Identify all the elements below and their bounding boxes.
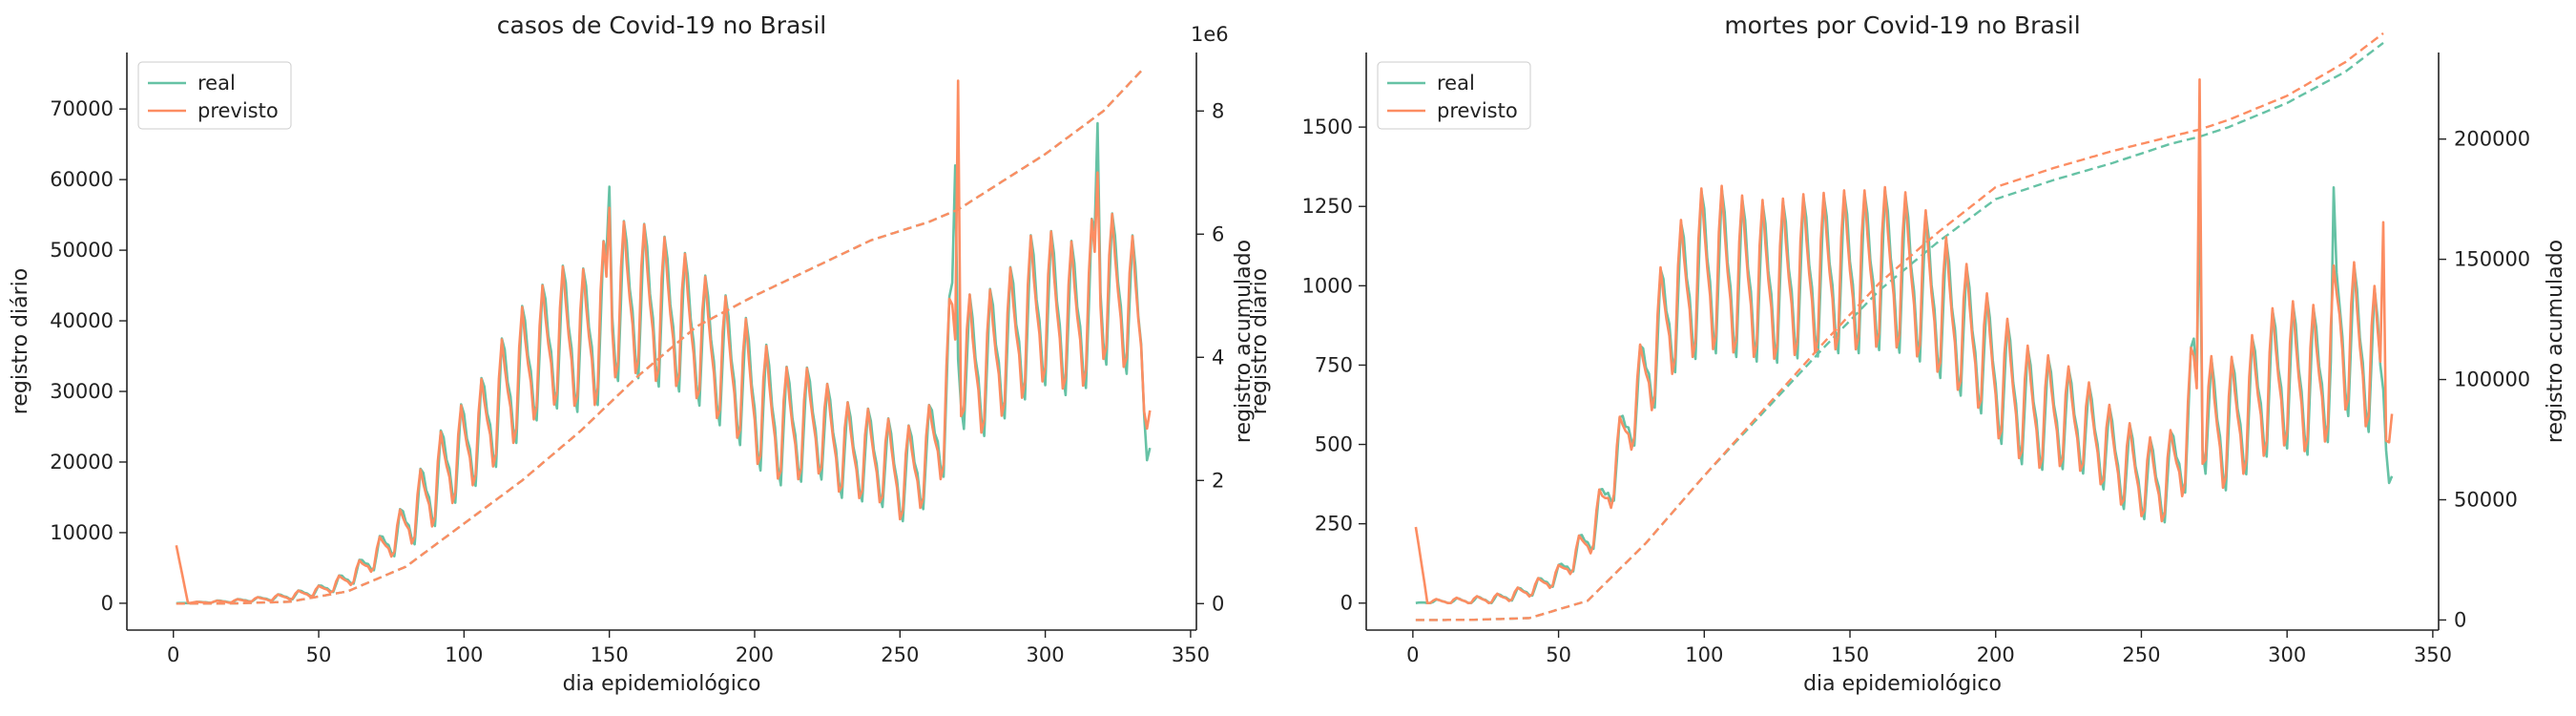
- series-line-previsto-daily: [175, 79, 1152, 604]
- x-tick-label: 350: [1172, 643, 1210, 666]
- x-tick-label: 200: [1977, 643, 2015, 666]
- y2-tick-label: 200000: [2454, 128, 2530, 151]
- y-tick-label: 40000: [50, 309, 114, 332]
- x-tick-label: 50: [1546, 643, 1571, 666]
- x-tick-label: 0: [1406, 643, 1419, 666]
- y-axis-label: registro diário: [9, 268, 32, 414]
- x-tick-label: 350: [2414, 643, 2452, 666]
- x-tick-label: 300: [2268, 643, 2306, 666]
- x-tick-label: 250: [881, 643, 919, 666]
- y2-tick-label: 2: [1212, 469, 1224, 492]
- x-tick-label: 150: [1831, 643, 1869, 666]
- chart-title: casos de Covid-19 no Brasil: [497, 11, 826, 39]
- series-line-previsto-cumulative: [176, 70, 1142, 605]
- chart-cases: casos de Covid-19 no Brasil dia epidemio…: [9, 11, 1256, 696]
- x-tick-label: 250: [2122, 643, 2160, 666]
- legend: real previsto: [137, 61, 292, 130]
- series-line-real-daily: [1415, 186, 2394, 605]
- series-line-real-daily: [176, 121, 1152, 605]
- y2-tick-label: 50000: [2454, 488, 2518, 511]
- x-tick-label: 200: [736, 643, 774, 666]
- chart-deaths: mortes por Covid-19 no Brasil dia epidem…: [1248, 11, 2567, 696]
- x-tick-label: 100: [1685, 643, 1723, 666]
- y2-tick-label: 8: [1212, 99, 1224, 122]
- series-line-previsto-cumulative: [1415, 32, 2384, 621]
- y2-tick-label: 4: [1212, 346, 1224, 369]
- y-tick-label: 50000: [50, 239, 114, 262]
- x-tick-label: 50: [306, 643, 332, 666]
- x-tick-label: 150: [591, 643, 629, 666]
- y2-tick-label: 0: [2454, 608, 2466, 631]
- y-tick-label: 10000: [50, 521, 114, 544]
- y-tick-label: 500: [1315, 433, 1353, 456]
- series-line-previsto-daily: [1414, 78, 2394, 605]
- y2-tick-label: 100000: [2454, 369, 2530, 391]
- y-tick-label: 30000: [50, 380, 114, 403]
- y-tick-label: 20000: [50, 451, 114, 474]
- chart-title: mortes por Covid-19 no Brasil: [1724, 11, 2080, 39]
- legend-label-previsto: previsto: [197, 99, 279, 122]
- legend-box: [1377, 61, 1531, 130]
- y-tick-label: 0: [1340, 592, 1353, 615]
- y2-offset-text: 1e6: [1191, 23, 1229, 46]
- y-tick-label: 0: [101, 592, 114, 615]
- x-axis-label: dia epidemiológico: [1803, 672, 2002, 696]
- x-axis-label: dia epidemiológico: [563, 672, 761, 696]
- legend-label-real: real: [197, 72, 236, 95]
- y2-tick-label: 150000: [2454, 248, 2530, 271]
- legend-box: [137, 61, 292, 130]
- y2-tick-label: 6: [1212, 222, 1224, 245]
- y-tick-label: 1500: [1302, 116, 1353, 138]
- y-tick-label: 70000: [50, 97, 114, 120]
- y-tick-label: 750: [1315, 353, 1353, 376]
- x-tick-label: 100: [445, 643, 483, 666]
- legend-label-previsto: previsto: [1437, 99, 1518, 122]
- legend: real previsto: [1377, 61, 1531, 130]
- y-axis-label: registro diário: [1248, 268, 1272, 414]
- y-tick-label: 60000: [50, 168, 114, 191]
- y-tick-label: 250: [1315, 513, 1353, 536]
- y-tick-label: 1250: [1302, 195, 1353, 218]
- x-tick-label: 0: [167, 643, 179, 666]
- x-tick-label: 300: [1027, 643, 1065, 666]
- y2-axis-label: registro acumulado: [2544, 240, 2567, 443]
- y2-tick-label: 0: [1212, 592, 1224, 615]
- y2-axis-label: registro acumulado: [1232, 240, 1256, 443]
- y-tick-label: 1000: [1302, 274, 1353, 297]
- legend-label-real: real: [1437, 72, 1475, 95]
